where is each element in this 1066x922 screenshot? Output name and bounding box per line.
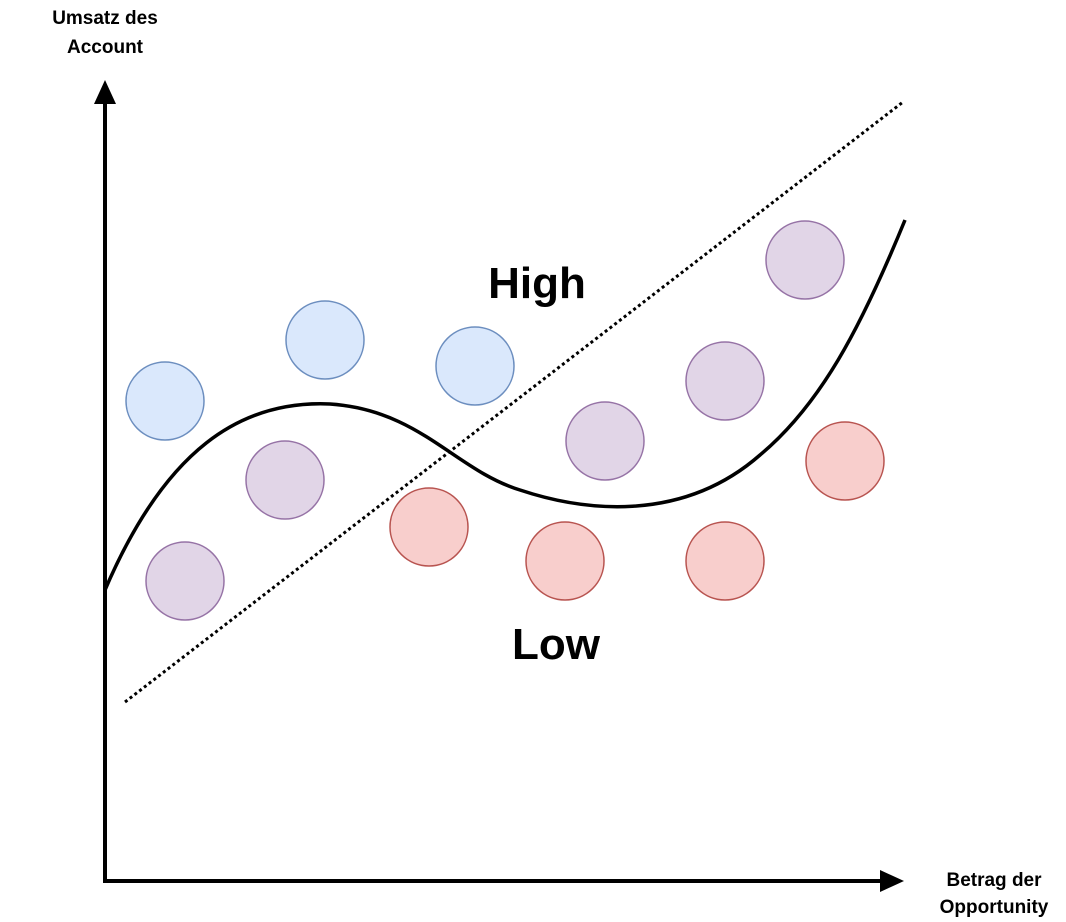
- red-point: [525, 521, 605, 601]
- y-axis-label-line2: Account: [67, 37, 144, 58]
- y-axis-label-line1: Umsatz des: [52, 8, 158, 29]
- red-point: [389, 487, 469, 567]
- x-axis-label-line2: Opportunity: [940, 897, 1049, 918]
- blue-point: [435, 326, 515, 406]
- blue-point: [125, 361, 205, 441]
- red-point: [805, 421, 885, 501]
- low-region-label: Low: [512, 620, 601, 669]
- high-region-label: High: [488, 259, 586, 308]
- blue-point: [285, 300, 365, 380]
- x-axis-arrowhead: [880, 870, 904, 892]
- purple-point: [685, 341, 765, 421]
- linear-boundary-line: [124, 100, 904, 704]
- nonlinear-boundary-curve: [103, 219, 907, 591]
- red-point: [685, 521, 765, 601]
- x-axis-label-line1: Betrag der: [946, 870, 1042, 891]
- purple-point: [145, 541, 225, 621]
- purple-point: [565, 401, 645, 481]
- y-axis-arrowhead: [94, 80, 116, 104]
- purple-point: [245, 440, 325, 520]
- purple-point: [765, 220, 845, 300]
